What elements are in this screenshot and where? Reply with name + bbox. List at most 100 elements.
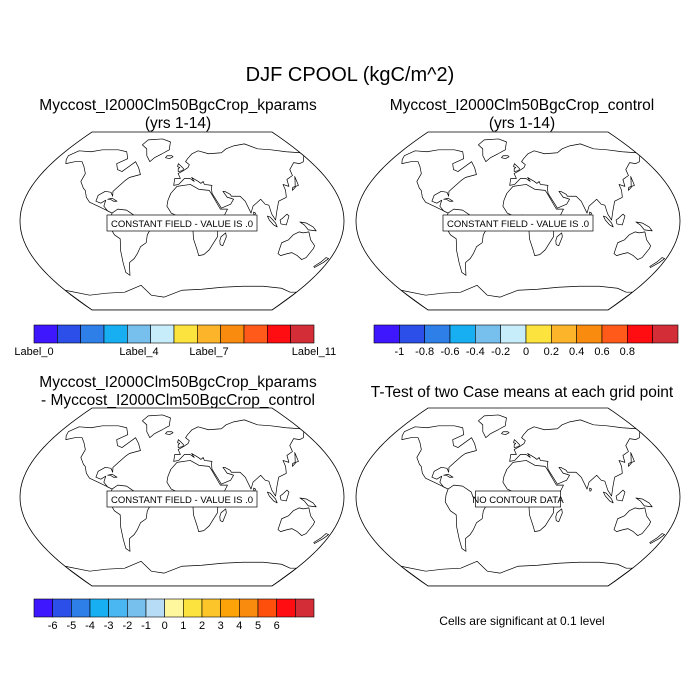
panel-title-control: Myccost_I2000Clm50BgcCrop_control (yrs 1… (362, 97, 682, 133)
coastline-eurasia (509, 143, 641, 221)
colorbar-swatch (500, 324, 527, 344)
colorbar-label: Label_7 (189, 346, 228, 358)
coastline-new-zealand (649, 533, 665, 544)
panel-title-line1: Myccost_I2000Clm50BgcCrop_kparams (39, 97, 317, 114)
coastline-eurasia (173, 143, 305, 221)
coastline-australia (277, 231, 315, 260)
colorbar-swatch (239, 598, 259, 618)
colorbar-label: -0.4 (466, 346, 485, 358)
colorbar-swatch (627, 324, 653, 344)
coastline-new-guinea (635, 497, 653, 508)
coastline-cuba (107, 197, 118, 202)
colorbar-swatch (197, 324, 221, 344)
coastline-new-zealand (313, 257, 329, 268)
colorbar-swatch (108, 598, 128, 618)
coastline-uk (513, 439, 520, 448)
panel-title-line2: (yrs 1-14) (144, 115, 212, 132)
colorbar-label: Label_0 (14, 346, 53, 358)
coastline-madagascar (555, 232, 563, 247)
colorbar-swatch (145, 598, 165, 618)
colorbar-label: 0 (523, 346, 529, 358)
panel-title-kparams: Myccost_I2000Clm50BgcCrop_kparams (yrs 1… (18, 97, 338, 133)
world-map-difference: CONSTANT FIELD - VALUE IS .0 (19, 407, 345, 587)
coastline-antarctica (64, 284, 297, 310)
colorbar-swatch (89, 598, 109, 618)
colorbar-swatch (127, 598, 147, 618)
colorbar-label: -0.6 (441, 346, 460, 358)
colorbar-swatch (276, 598, 296, 618)
map-message-text: NO CONTOUR DATA (472, 495, 564, 506)
map-message-text: CONSTANT FIELD - VALUE IS .0 (111, 219, 253, 230)
coastline-eurasia (173, 419, 305, 497)
colorbar-label: -3 (104, 620, 114, 632)
coastline-cuba (443, 473, 454, 478)
colorbar-label: 0.4 (569, 346, 584, 358)
coastline-borneo (279, 213, 290, 226)
colorbar-swatch (551, 324, 577, 344)
colorbar-difference: -6 -5 -4 -3 -2 -1 0 1 2 3 4 5 6 (33, 598, 315, 632)
coastline-iceland (165, 155, 174, 160)
panel-title-line2: (yrs 1-14) (488, 115, 556, 132)
colorbar-label: 0 (162, 620, 168, 632)
colorbar-swatch (243, 324, 268, 344)
map-message-text: CONSTANT FIELD - VALUE IS .0 (447, 219, 589, 230)
coastline-antarctica (400, 284, 633, 310)
colorbar-swatch (601, 324, 628, 344)
coastline-uk (177, 163, 184, 172)
coastline-iceland (501, 431, 510, 436)
coastline-new-zealand (649, 257, 665, 268)
panel-title-line1: Myccost_I2000Clm50BgcCrop_control (389, 97, 655, 114)
coastline-iceland (501, 155, 510, 160)
panel-title-line1: T-Test of two Case means at each grid po… (370, 384, 674, 401)
coastline-greenland (142, 138, 171, 163)
colorbar-swatch (525, 324, 552, 344)
colorbar-label: Label_4 (119, 346, 158, 358)
coastline-greenland (142, 414, 171, 439)
colorbar-label: -2 (122, 620, 132, 632)
colorbar-swatch (183, 598, 203, 618)
coastline-sumatra (603, 215, 614, 228)
colorbar-swatch (33, 598, 53, 618)
coastline-greenland (478, 138, 507, 163)
coastline-borneo (279, 489, 290, 502)
colorbar-label: -6 (48, 620, 58, 632)
coastline-cuba (107, 473, 118, 478)
coastline-sumatra (267, 491, 278, 504)
coastline-japan (292, 176, 299, 191)
coastline-australia (277, 507, 315, 536)
colorbar-label: 2 (199, 620, 205, 632)
map-message-box (106, 214, 258, 232)
colorbar-swatch (399, 324, 425, 344)
coastline-uk (513, 163, 520, 172)
colorbar-swatch (449, 324, 476, 344)
map-message-box (442, 214, 594, 232)
colorbar-swatch (103, 324, 128, 344)
map-message-box (106, 490, 258, 508)
coastline-north-america (401, 149, 477, 214)
colorbar-swatch (127, 324, 151, 344)
colorbar-swatch (424, 324, 451, 344)
colorbar-swatch (52, 598, 72, 618)
colorbar-label: 0.2 (544, 346, 559, 358)
colorbar-swatch (150, 324, 175, 344)
colorbar-label: Label_11 (292, 346, 336, 358)
colorbar-swatch (373, 324, 400, 344)
coastline-antarctica (64, 560, 297, 586)
colorbar-label: -0.8 (415, 346, 434, 358)
coastline-north-america (65, 149, 141, 214)
colorbar-label: 0.6 (594, 346, 609, 358)
world-map-kparams: CONSTANT FIELD - VALUE IS .0 (19, 131, 345, 311)
coastline-madagascar (555, 508, 563, 523)
coastline-japan (292, 452, 299, 467)
coastline-north-america (401, 425, 477, 490)
map-message-box (475, 490, 561, 508)
colorbar-kparams: Label_0 Label_4 Label_7 Label_11 (14, 324, 336, 358)
coastline-new-guinea (299, 497, 317, 508)
colorbar-swatch (220, 324, 245, 344)
coastline-sumatra (267, 215, 278, 228)
colorbar-swatch (57, 324, 81, 344)
coastline-madagascar (219, 232, 227, 247)
world-map-control: CONSTANT FIELD - VALUE IS .0 (355, 131, 681, 311)
colorbar-swatch (164, 598, 184, 618)
colorbar-label: -1 (394, 346, 404, 358)
